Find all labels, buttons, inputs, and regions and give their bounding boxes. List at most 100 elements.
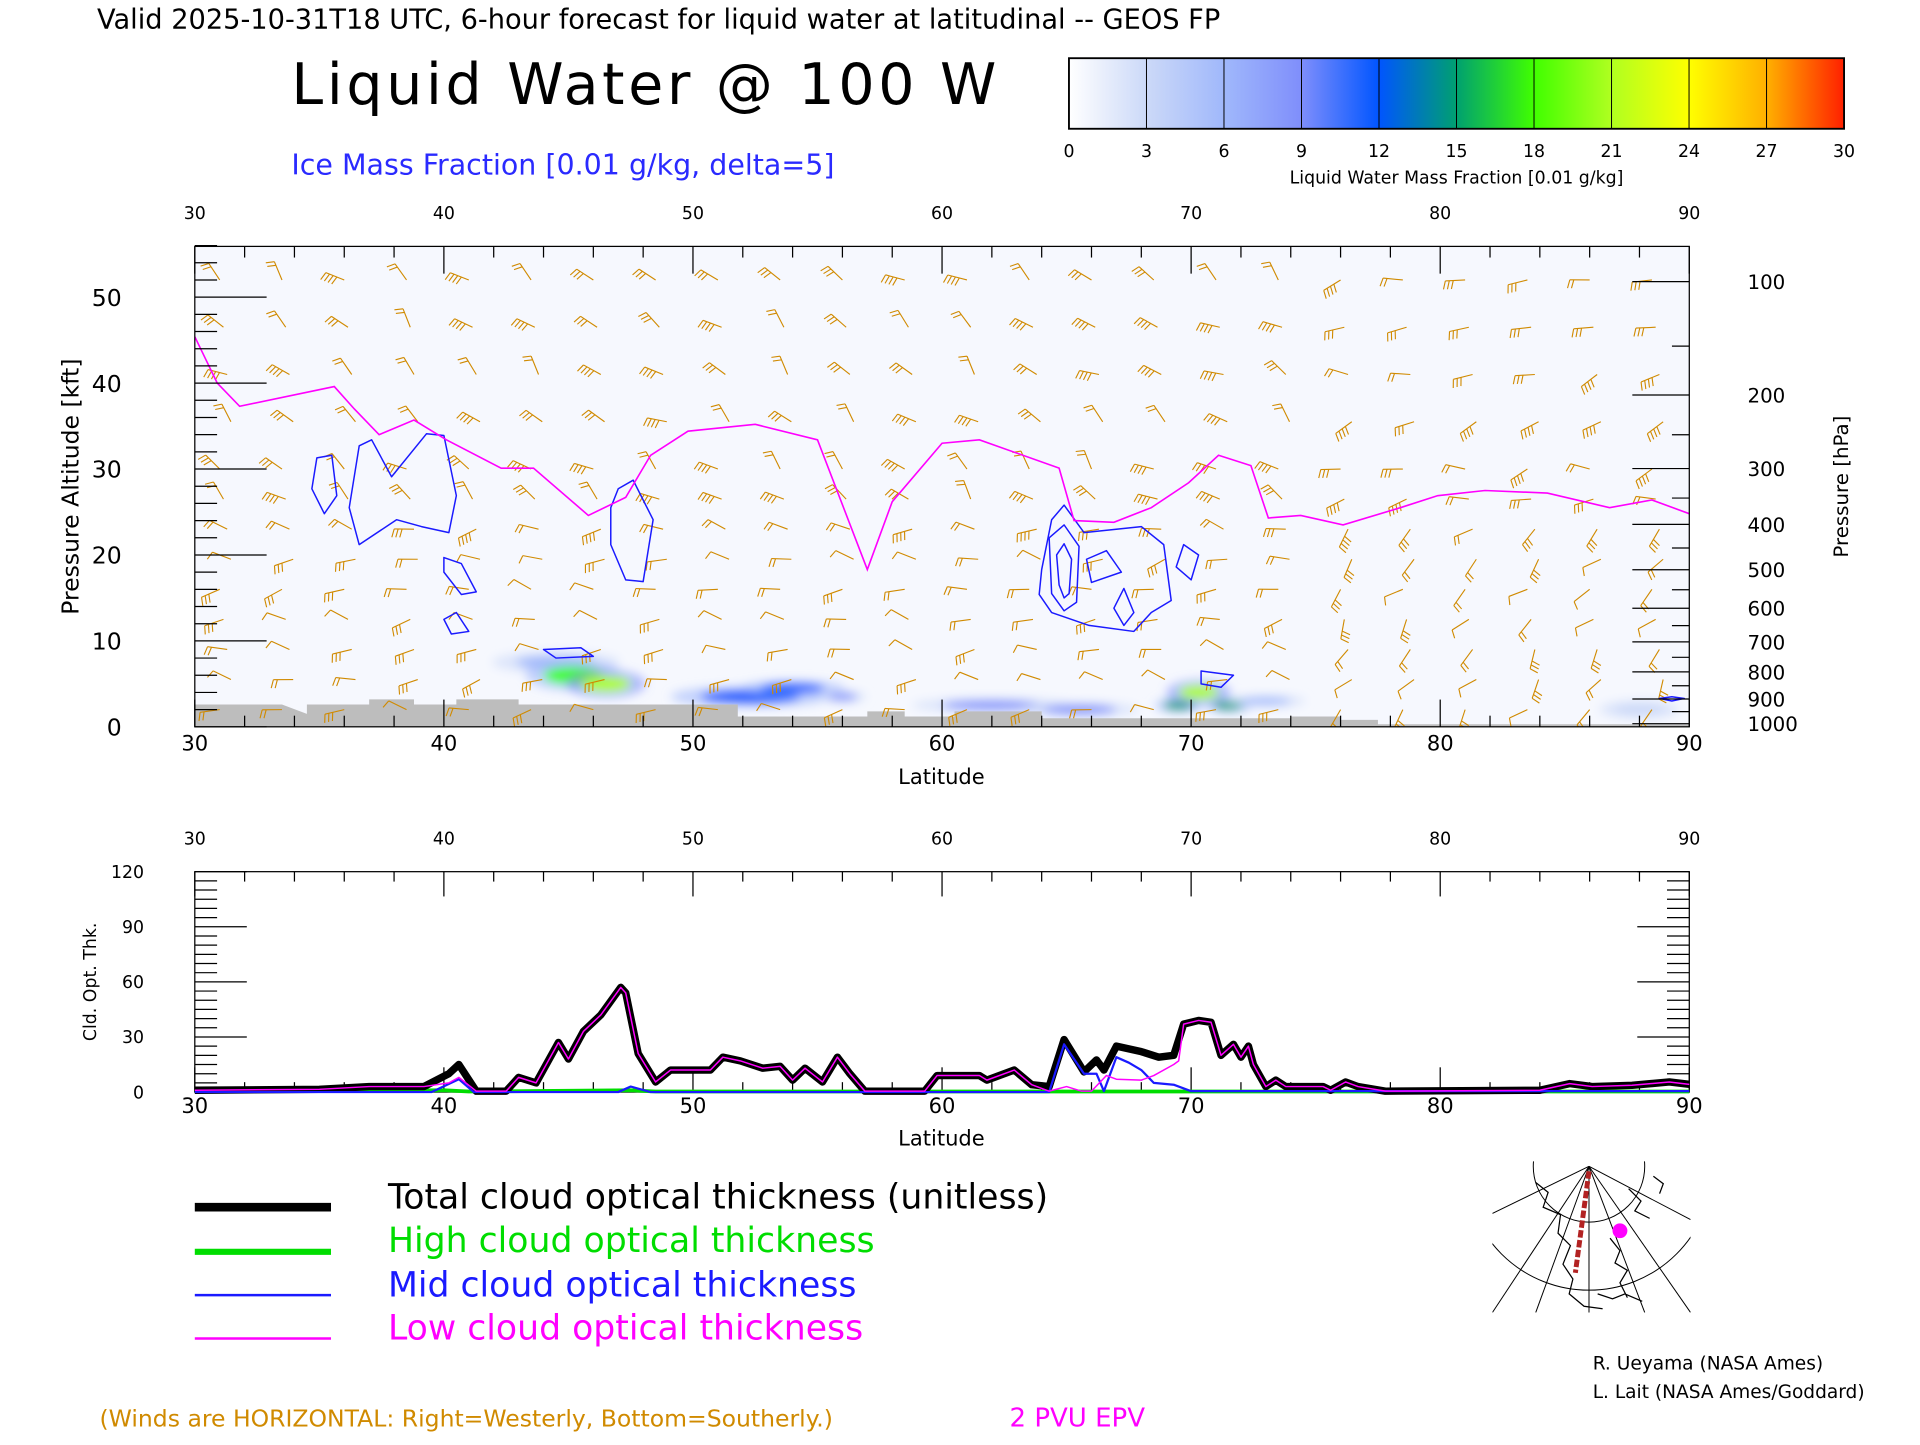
valid-time-line: Valid 2025-10-31T18 UTC, 6-hour forecast…: [97, 4, 1220, 35]
wind-barb-feather: [526, 682, 527, 691]
pressure-tick-label: 300: [1747, 458, 1785, 481]
colorbar-tick-label: 0: [1063, 142, 1074, 162]
y-tick-label: 10: [92, 628, 122, 656]
wind-barb-feather: [282, 563, 283, 572]
colorbar-tick-label: 12: [1368, 142, 1390, 162]
x-top-tick-label: 30: [184, 204, 206, 224]
liquid-water-region: [1615, 704, 1665, 714]
x-tick-label: 50: [680, 730, 707, 755]
wind-barb-feather: [1196, 713, 1197, 722]
coastlines: [1536, 1176, 1664, 1308]
colorbar-tick-label: 21: [1600, 142, 1622, 162]
wind-barb-feather: [1080, 625, 1081, 634]
colorbar-tick-label: 9: [1296, 142, 1307, 162]
x-top-tick-label: 30: [184, 829, 206, 849]
colorbar-tick-label: 24: [1678, 142, 1700, 162]
meridian: [1589, 1166, 1645, 1312]
x-tick-label: 70: [1178, 730, 1205, 755]
wind-barb-staff: [1321, 469, 1341, 470]
pressure-tick-label: 1000: [1747, 713, 1797, 736]
x-tick-label: 60: [929, 730, 956, 755]
wind-barb-feather: [586, 655, 587, 664]
pressure-tick-label: 100: [1747, 271, 1785, 294]
x-top-tick-label: 80: [1429, 829, 1451, 849]
liquid-water-cross-section: 3030404050506060707080809090010203040501…: [56, 204, 1852, 789]
x-tick-label: 40: [431, 1093, 458, 1118]
y-tick-label: 50: [92, 284, 122, 312]
x-tick-label: 80: [1427, 730, 1454, 755]
wind-barb-feather: [208, 624, 209, 633]
pressure-axis-label: Pressure [hPa]: [1830, 416, 1853, 558]
meridian: [1492, 1166, 1589, 1312]
wind-barb-feather: [827, 595, 828, 604]
x-top-tick-label: 40: [433, 829, 455, 849]
meridian: [1589, 1166, 1691, 1219]
x-axis-label: Latitude: [898, 1125, 985, 1150]
x-top-tick-label: 50: [682, 829, 704, 849]
wind-barb-feather: [274, 566, 275, 575]
y-tick-label: 0: [107, 713, 122, 741]
pressure-tick-label: 400: [1747, 514, 1785, 537]
legend-label-high: High cloud optical thickness: [388, 1221, 875, 1261]
liquid-water-region: [1241, 698, 1291, 705]
wind-barb-feather: [403, 685, 404, 694]
credit-ueyama: R. Ueyama (NASA Ames): [1593, 1353, 1823, 1374]
y-tick-label: 90: [122, 918, 144, 938]
wind-barb-feather: [403, 654, 404, 663]
liquid-water-region: [1179, 686, 1219, 700]
x-tick-label: 90: [1676, 730, 1703, 755]
x-tick-label: 80: [1427, 1093, 1454, 1118]
wind-barb-feather: [1200, 712, 1201, 721]
plot-frame: [195, 872, 1689, 1092]
legend: Total cloud optical thickness (unitless)…: [195, 1177, 1048, 1348]
x-tick-label: 90: [1676, 1093, 1703, 1118]
y-tick-label: 20: [92, 542, 122, 570]
colorbar-tick-label: 30: [1833, 142, 1855, 162]
x-top-tick-label: 60: [931, 204, 953, 224]
x-tick-label: 70: [1178, 1093, 1205, 1118]
pressure-tick-label: 500: [1747, 559, 1785, 582]
wind-barb-feather: [1331, 727, 1337, 733]
ice-mass-fraction-label: Ice Mass Fraction [0.01 g/kg, delta=5]: [291, 149, 834, 182]
colorbar-label: Liquid Water Mass Fraction [0.01 g/kg]: [1290, 168, 1624, 188]
x-tick-label: 30: [181, 1093, 208, 1118]
wind-barb-feather: [406, 683, 407, 692]
wind-barb-feather: [395, 656, 396, 665]
x-top-tick-label: 70: [1180, 204, 1202, 224]
wind-barb-staff: [647, 679, 667, 680]
colorbar-tick-label: 6: [1218, 142, 1229, 162]
x-top-tick-label: 90: [1678, 204, 1700, 224]
y-tick-label: 120: [111, 863, 144, 883]
colorbar-tick-label: 15: [1445, 142, 1467, 162]
y-tick-label: 40: [92, 370, 122, 398]
wind-barb-feather: [522, 683, 523, 692]
wind-barb-feather: [336, 563, 337, 572]
wind-barb-feather: [399, 686, 400, 695]
y-axis-label: Pressure Altitude [kft]: [56, 358, 84, 614]
x-top-tick-label: 40: [433, 204, 455, 224]
wind-barb-feather: [205, 626, 206, 635]
wind-barb-feather: [278, 564, 279, 573]
legend-label-low: Low cloud optical thickness: [388, 1309, 863, 1349]
colorbar-tick-label: 3: [1141, 142, 1152, 162]
x-tick-label: 50: [680, 1093, 707, 1118]
y-tick-label: 30: [92, 456, 122, 484]
epv-legend-label: 2 PVU EPV: [1010, 1403, 1146, 1433]
colorbar-tick-label: 27: [1756, 142, 1778, 162]
wind-barb-feather: [831, 593, 832, 602]
y-tick-label: 60: [122, 973, 144, 993]
wind-barb-staff: [1266, 529, 1286, 530]
wind-barb-feather: [1459, 728, 1466, 733]
wind-barb-feather: [339, 562, 340, 571]
colorbar-tick-label: 18: [1523, 142, 1545, 162]
x-top-tick-label: 90: [1678, 829, 1700, 849]
pressure-tick-label: 800: [1747, 661, 1785, 684]
credit-lait: L. Lait (NASA Ames/Goddard): [1593, 1382, 1865, 1403]
liquid-water-region: [827, 693, 857, 700]
y-axis-label: Cld. Opt. Thk.: [81, 923, 101, 1042]
wind-barb-feather: [530, 682, 531, 691]
winds-note: (Winds are HORIZONTAL: Right=Westerly, B…: [99, 1404, 832, 1432]
y-tick-label: 30: [122, 1028, 144, 1048]
legend-label-mid: Mid cloud optical thickness: [388, 1265, 856, 1305]
wind-barb-staff: [1134, 589, 1154, 590]
